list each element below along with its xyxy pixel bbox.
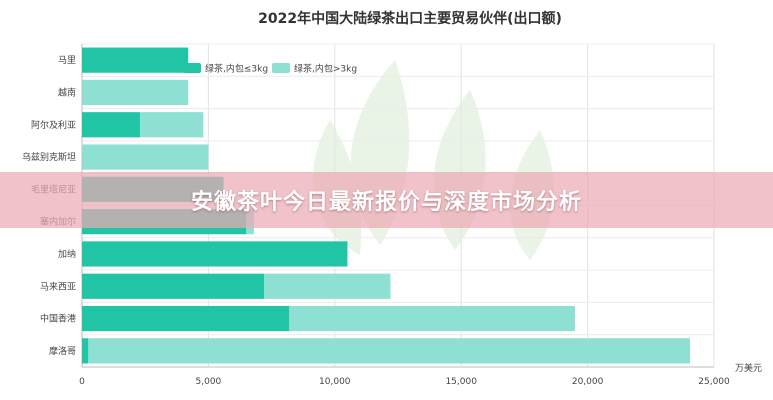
x-tick-label-0: 0	[79, 377, 85, 387]
category-label-0: 马里	[58, 55, 76, 66]
x-tick-label-5: 25,000	[698, 377, 730, 387]
category-label-1: 越南	[58, 86, 76, 98]
category-label-3: 乌兹别克斯坦	[22, 151, 76, 163]
legend-swatch-series-2	[272, 63, 290, 73]
bar-2-series-1	[82, 112, 141, 138]
legend-swatch-series-1	[183, 63, 201, 73]
legend-label-series-1: 绿茶,内包≤3kg	[205, 63, 268, 75]
bar-9-series-1	[82, 338, 89, 364]
category-label-8: 中国香港	[40, 313, 76, 325]
x-tick-label-1: 5,000	[196, 377, 222, 387]
bar-8-series-2	[289, 305, 575, 332]
bar-1-series-2	[82, 79, 189, 106]
category-label-9: 摩洛哥	[49, 345, 76, 357]
chart-title: 2022年中国大陆绿茶出口主要贸易伙伴(出口额)	[258, 10, 562, 27]
bar-9-series-2	[88, 338, 690, 364]
x-tick-label-3: 15,000	[445, 377, 477, 387]
x-tick-label-2: 10,000	[319, 377, 351, 387]
x-axis-unit: 万美元	[735, 362, 762, 374]
bar-0-series-1	[82, 47, 189, 73]
category-label-7: 马来西亚	[40, 281, 76, 292]
bar-7-series-2	[264, 273, 391, 299]
x-tick-label-4: 20,000	[572, 377, 604, 387]
bar-2-series-2	[140, 112, 204, 138]
bar-7-series-1	[82, 273, 265, 299]
legend-label-series-2: 绿茶,内包>3kg	[294, 63, 357, 75]
category-label-2: 阿尔及利亚	[31, 119, 76, 131]
banner-text: 安徽茶叶今日最新报价与深度市场分析	[190, 190, 582, 215]
watermark-logo	[313, 60, 554, 260]
legend: 绿茶,内包≤3kg 绿茶,内包>3kg	[183, 63, 357, 75]
bar-3-series-2	[82, 144, 209, 170]
bar-6-series-1	[82, 241, 348, 267]
bar-8-series-1	[82, 305, 290, 332]
title-banner: 安徽茶叶今日最新报价与深度市场分析	[0, 172, 773, 228]
category-label-6: 加纳	[58, 248, 76, 260]
